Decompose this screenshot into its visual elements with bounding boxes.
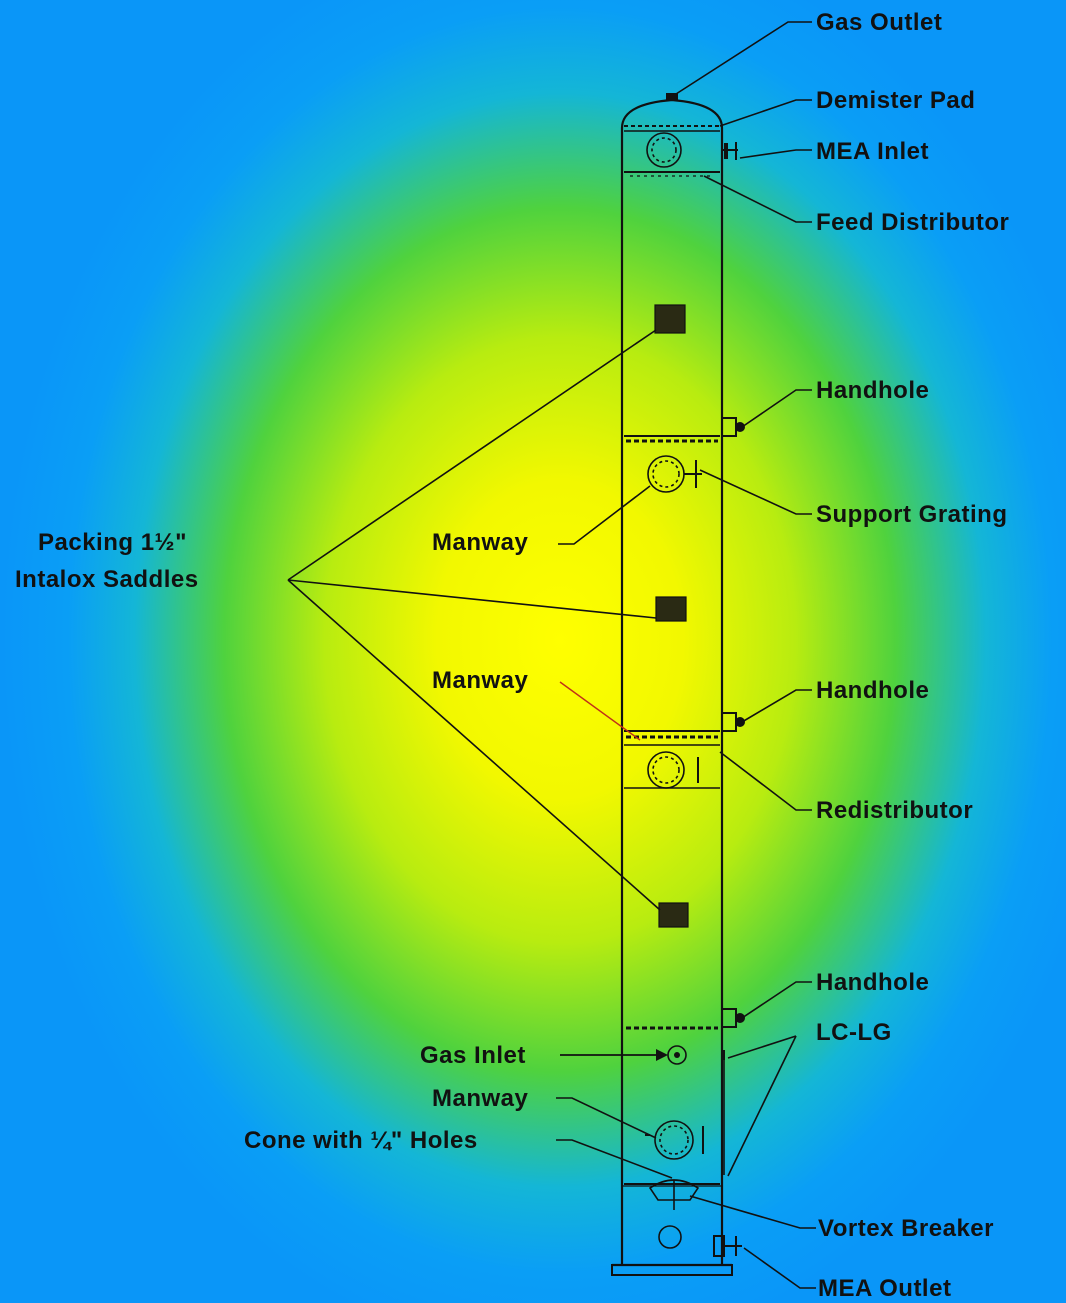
label-handhole-3: Handhole [816,969,929,996]
label-packing-line1: Packing 1½" [38,529,187,556]
handhole-nozzle [721,417,745,437]
demister-pad [624,125,720,132]
packing-block-icon [658,902,689,928]
base-ring [611,1264,733,1276]
label-demister-pad: Demister Pad [816,87,975,114]
label-packing-line2: Intalox Saddles [15,566,199,593]
label-cone-holes: Cone with ¼" Holes [244,1127,478,1154]
label-manway-1: Manway [432,529,529,556]
label-lc-lg: LC-LG [816,1019,892,1046]
column-shell [611,93,733,1276]
label-gas-inlet: Gas Inlet [420,1042,526,1069]
label-support-grating: Support Grating [816,501,1007,528]
cone-and-vortex-breaker [622,1179,722,1210]
label-manway-2: Manway [432,667,529,694]
support-grating [624,435,720,443]
label-vortex-breaker: Vortex Breaker [818,1215,994,1242]
manway-1 [647,455,702,493]
label-handhole-1: Handhole [816,377,929,404]
gas-inlet-nozzle [667,1045,725,1065]
label-feed-distributor: Feed Distributor [816,209,1009,236]
label-gas-outlet: Gas Outlet [816,9,942,36]
handhole-nozzle [721,1008,745,1028]
handhole-nozzle [721,712,745,732]
manway-2 [647,751,699,789]
gas-outlet-nozzle [666,93,678,101]
leader-lines [287,21,816,1289]
mea-inlet-nozzle [722,142,738,160]
packing-block-icon [655,596,687,622]
feed-distributor [624,171,720,177]
mea-outlet-nozzle [658,1225,742,1257]
label-mea-inlet: MEA Inlet [816,138,929,165]
top-head [620,98,724,129]
label-redistributor: Redistributor [816,797,973,824]
label-manway-3: Manway [432,1085,529,1112]
redistributor [624,730,720,789]
packing-block-icon [654,304,686,334]
label-handhole-2: Handhole [816,677,929,704]
top-manway [646,132,682,168]
label-mea-outlet: MEA Outlet [818,1275,951,1302]
manway-3 [645,1120,704,1160]
